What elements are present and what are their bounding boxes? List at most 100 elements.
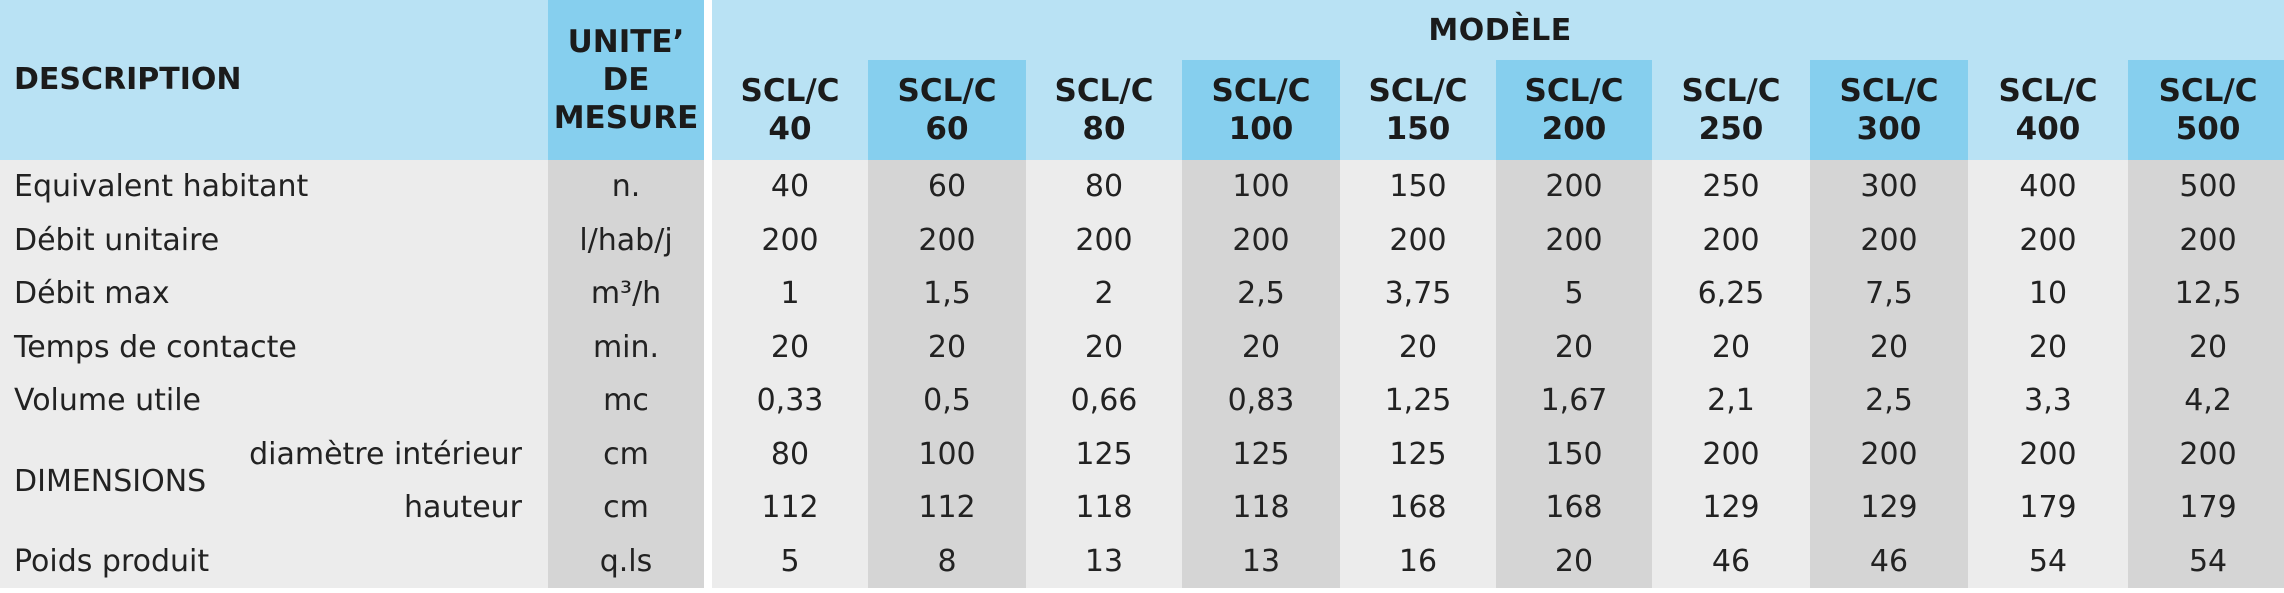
table-cell: 10 bbox=[1968, 267, 2128, 321]
table-cell: 2,1 bbox=[1652, 374, 1810, 428]
table-cell: 1,5 bbox=[868, 267, 1026, 321]
table-cell: 1,67 bbox=[1496, 374, 1652, 428]
table-cell: 60 bbox=[868, 160, 1026, 214]
table-cell: 5 bbox=[712, 534, 868, 588]
table-cell: 8 bbox=[868, 534, 1026, 588]
row-sublabel-text: hauteur bbox=[404, 490, 522, 526]
table-cell: 200 bbox=[1968, 427, 2128, 481]
table-cell: 0,83 bbox=[1182, 374, 1340, 428]
table-cell: 500 bbox=[2128, 160, 2284, 214]
table-cell: 200 bbox=[1026, 213, 1182, 267]
table-cell: 200 bbox=[1810, 213, 1968, 267]
table-cell: 20 bbox=[1496, 320, 1652, 374]
table-row: Temps de contacte min. 20 20 20 20 20 20 20 20 20 2… bbox=[0, 320, 2284, 374]
table-cell: 54 bbox=[1968, 534, 2128, 588]
table-cell: 0,66 bbox=[1026, 374, 1182, 428]
table-cell: 20 bbox=[868, 320, 1026, 374]
table-cell: 80 bbox=[712, 427, 868, 481]
row-label: Volume utile bbox=[0, 374, 548, 428]
column-separator bbox=[704, 534, 712, 588]
table-cell: 200 bbox=[1652, 213, 1810, 267]
table-cell: 40 bbox=[712, 160, 868, 214]
header-unit-line1: UNITE’ bbox=[567, 24, 685, 60]
table-cell: 2 bbox=[1026, 267, 1182, 321]
row-unit: cm bbox=[548, 427, 704, 481]
model-header-60: SCL/C 60 bbox=[868, 60, 1026, 160]
table-cell: 125 bbox=[1340, 427, 1496, 481]
table-cell: 20 bbox=[1340, 320, 1496, 374]
table-cell: 3,75 bbox=[1340, 267, 1496, 321]
row-unit: q.ls bbox=[548, 534, 704, 588]
table-row: Débit unitaire l/hab/j 200 200 200 200 200 200 2… bbox=[0, 213, 2284, 267]
model-header-300: SCL/C 300 bbox=[1810, 60, 1968, 160]
table-cell: 112 bbox=[868, 481, 1026, 535]
row-label: Poids produit bbox=[0, 534, 548, 588]
table-cell: 1,25 bbox=[1340, 374, 1496, 428]
row-unit: cm bbox=[548, 481, 704, 535]
header-description: DESCRIPTION bbox=[0, 0, 548, 160]
table-cell: 4,2 bbox=[2128, 374, 2284, 428]
table-cell: 129 bbox=[1810, 481, 1968, 535]
column-separator bbox=[704, 481, 712, 535]
table-cell: 20 bbox=[1026, 320, 1182, 374]
table-cell: 168 bbox=[1496, 481, 1652, 535]
column-separator bbox=[704, 320, 712, 374]
model-header-500: SCL/C 500 bbox=[2128, 60, 2284, 160]
table-cell: 13 bbox=[1026, 534, 1182, 588]
header-modele: MODÈLE bbox=[712, 0, 2284, 60]
table-cell: 150 bbox=[1340, 160, 1496, 214]
row-label: Temps de contacte bbox=[0, 320, 548, 374]
model-header-100: SCL/C 100 bbox=[1182, 60, 1340, 160]
row-sublabel: hauteur bbox=[0, 481, 548, 535]
table-cell: 150 bbox=[1496, 427, 1652, 481]
table-cell: 13 bbox=[1182, 534, 1340, 588]
table-cell: 20 bbox=[1810, 320, 1968, 374]
table-row: Poids produit q.ls 5 8 13 13 16 20 46 46 54 54 bbox=[0, 534, 2284, 588]
table-cell: 20 bbox=[1496, 534, 1652, 588]
table-cell: 16 bbox=[1340, 534, 1496, 588]
table-cell: 20 bbox=[712, 320, 868, 374]
table-cell: 100 bbox=[1182, 160, 1340, 214]
header-unit-line2: DE bbox=[602, 62, 650, 98]
table-cell: 200 bbox=[1496, 160, 1652, 214]
table-cell: 0,5 bbox=[868, 374, 1026, 428]
table-cell: 20 bbox=[1968, 320, 2128, 374]
table-row: Equivalent habitant n. 40 60 80 100 150 200 250 3… bbox=[0, 160, 2284, 214]
column-separator bbox=[704, 427, 712, 481]
column-separator bbox=[704, 213, 712, 267]
table-cell: 3,3 bbox=[1968, 374, 2128, 428]
model-header-80: SCL/C 80 bbox=[1026, 60, 1182, 160]
table-cell: 7,5 bbox=[1810, 267, 1968, 321]
model-header-150: SCL/C 150 bbox=[1340, 60, 1496, 160]
row-label: Equivalent habitant bbox=[0, 160, 548, 214]
table-cell: 1 bbox=[712, 267, 868, 321]
dimensions-group-label: DIMENSIONS bbox=[14, 463, 207, 499]
table-cell: 200 bbox=[712, 213, 868, 267]
spec-table-body: Equivalent habitant n. 40 60 80 100 150 200 250 3… bbox=[0, 160, 2284, 588]
table-cell: 20 bbox=[2128, 320, 2284, 374]
table-cell: 300 bbox=[1810, 160, 1968, 214]
header-unit-line3: MESURE bbox=[553, 100, 699, 136]
table-cell: 6,25 bbox=[1652, 267, 1810, 321]
row-sublabel: diamètre intérieur DIMENSIONS bbox=[0, 427, 548, 499]
table-cell: 0,33 bbox=[712, 374, 868, 428]
table-cell: 118 bbox=[1026, 481, 1182, 535]
row-label: Débit unitaire bbox=[0, 213, 548, 267]
row-label: Débit max bbox=[0, 267, 548, 321]
table-cell: 200 bbox=[1968, 213, 2128, 267]
table-cell: 5 bbox=[1496, 267, 1652, 321]
table-cell: 2,5 bbox=[1810, 374, 1968, 428]
table-cell: 200 bbox=[1340, 213, 1496, 267]
table-cell: 200 bbox=[2128, 427, 2284, 481]
table-row: hauteur cm 112 112 118 118 168 168 129 129 179 179 bbox=[0, 481, 2284, 535]
table-cell: 100 bbox=[868, 427, 1026, 481]
table-cell: 200 bbox=[1182, 213, 1340, 267]
table-cell: 200 bbox=[868, 213, 1026, 267]
model-header-250: SCL/C 250 bbox=[1652, 60, 1810, 160]
table-row: diamètre intérieur DIMENSIONS cm 80 100 125 12… bbox=[0, 427, 2284, 499]
column-separator bbox=[704, 0, 712, 160]
table-cell: 168 bbox=[1340, 481, 1496, 535]
table-cell: 112 bbox=[712, 481, 868, 535]
